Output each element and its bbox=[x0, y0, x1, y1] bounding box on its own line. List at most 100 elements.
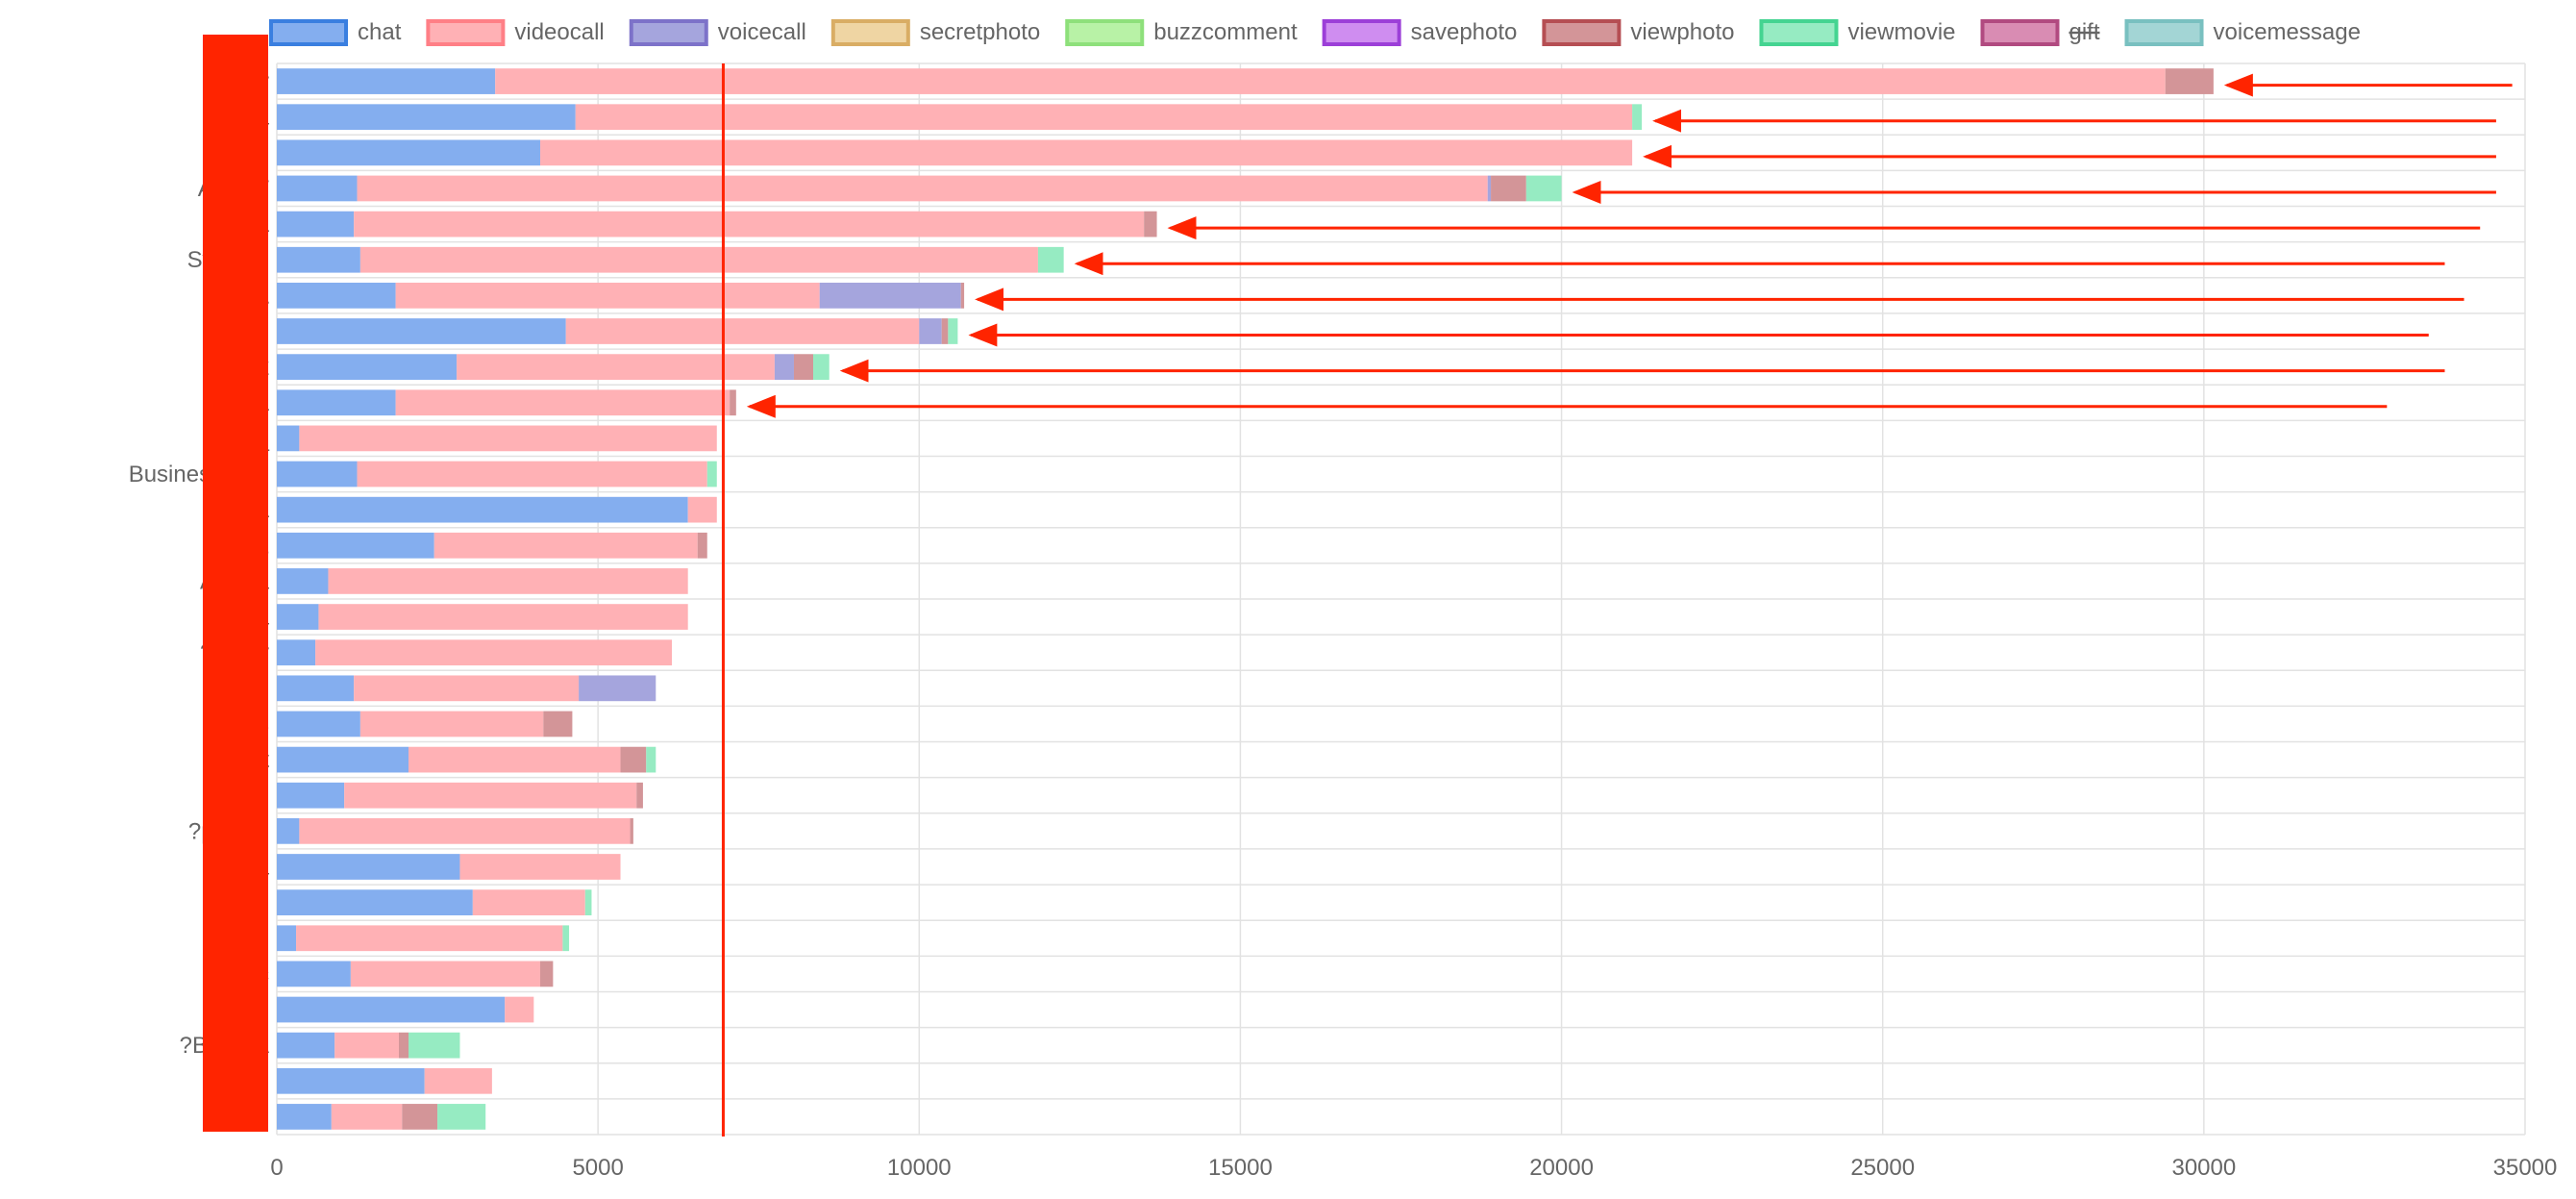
bar-segment-viewphoto[interactable] bbox=[1491, 175, 1526, 202]
bar-segment-chat[interactable] bbox=[277, 782, 345, 809]
bar-segment-viewphoto[interactable] bbox=[697, 532, 707, 559]
bar-segment-chat[interactable] bbox=[277, 246, 360, 273]
bar-segment-chat[interactable] bbox=[277, 282, 396, 309]
bar-segment-chat[interactable] bbox=[277, 461, 358, 487]
bar-segment-videocall[interactable] bbox=[328, 568, 688, 594]
bar-segment-viewmovie[interactable] bbox=[584, 889, 592, 916]
bar-segment-viewmovie[interactable] bbox=[646, 746, 656, 773]
bar-segment-chat[interactable] bbox=[277, 1032, 335, 1059]
bar-segment-chat[interactable] bbox=[277, 175, 358, 202]
legend-swatch-videocall[interactable] bbox=[426, 19, 506, 46]
bar-segment-chat[interactable] bbox=[277, 211, 355, 237]
legend-label-savephoto[interactable]: savephoto bbox=[1411, 19, 1518, 45]
bar-segment-viewmovie[interactable] bbox=[437, 1104, 486, 1130]
bar-segment-viewphoto[interactable] bbox=[2165, 68, 2214, 94]
legend-swatch-viewphoto[interactable] bbox=[1542, 19, 1622, 46]
bar-segment-chat[interactable] bbox=[277, 318, 566, 344]
legend-label-viewphoto[interactable]: viewphoto bbox=[1630, 19, 1734, 45]
bar-segment-videocall[interactable] bbox=[299, 817, 631, 844]
bar-segment-videocall[interactable] bbox=[408, 746, 621, 773]
bar-segment-chat[interactable] bbox=[277, 104, 576, 131]
bar-segment-chat[interactable] bbox=[277, 675, 355, 702]
bar-segment-viewphoto[interactable] bbox=[636, 782, 643, 809]
legend-label-viewmovie[interactable]: viewmovie bbox=[1847, 19, 1955, 45]
bar-segment-voicecall[interactable] bbox=[579, 675, 656, 702]
bar-segment-chat[interactable] bbox=[277, 746, 409, 773]
bar-segment-videocall[interactable] bbox=[433, 532, 698, 559]
bar-segment-videocall[interactable] bbox=[299, 425, 717, 452]
legend-label-chat[interactable]: chat bbox=[358, 19, 402, 45]
bar-segment-videocall[interactable] bbox=[331, 1104, 403, 1130]
bar-segment-videocall[interactable] bbox=[354, 211, 1145, 237]
bar-segment-chat[interactable] bbox=[277, 817, 300, 844]
bar-segment-viewmovie[interactable] bbox=[562, 925, 570, 952]
bar-segment-videocall[interactable] bbox=[457, 354, 775, 381]
bar-segment-viewmovie[interactable] bbox=[1525, 175, 1562, 202]
legend-label-voicemessage[interactable]: voicemessage bbox=[2214, 19, 2361, 45]
bar-segment-chat[interactable] bbox=[277, 568, 329, 594]
bar-segment-voicecall[interactable] bbox=[819, 282, 961, 309]
bar-segment-videocall[interactable] bbox=[357, 461, 707, 487]
bar-segment-viewmovie[interactable] bbox=[408, 1032, 460, 1059]
bar-segment-viewmovie[interactable] bbox=[1632, 104, 1643, 131]
bar-segment-chat[interactable] bbox=[277, 68, 496, 94]
bar-segment-videocall[interactable] bbox=[424, 1067, 492, 1094]
bar-segment-videocall[interactable] bbox=[539, 139, 1633, 166]
bar-segment-videocall[interactable] bbox=[357, 175, 1488, 202]
bar-segment-viewphoto[interactable] bbox=[793, 354, 814, 381]
bar-segment-voicecall[interactable] bbox=[774, 354, 794, 381]
bar-segment-chat[interactable] bbox=[277, 996, 506, 1023]
bar-segment-viewphoto[interactable] bbox=[398, 1032, 409, 1059]
bar-segment-viewphoto[interactable] bbox=[730, 389, 736, 416]
bar-segment-videocall[interactable] bbox=[344, 782, 637, 809]
bar-segment-videocall[interactable] bbox=[359, 711, 544, 737]
bar-segment-videocall[interactable] bbox=[495, 68, 2166, 94]
bar-segment-chat[interactable] bbox=[277, 711, 360, 737]
legend-swatch-secretphoto[interactable] bbox=[830, 19, 910, 46]
bar-segment-videocall[interactable] bbox=[575, 104, 1633, 131]
legend-swatch-voicemessage[interactable] bbox=[2124, 19, 2204, 46]
legend-label-buzzcomment[interactable]: buzzcomment bbox=[1153, 19, 1298, 45]
bar-segment-chat[interactable] bbox=[277, 925, 297, 952]
bar-segment-chat[interactable] bbox=[277, 961, 351, 987]
legend-swatch-viewmovie[interactable] bbox=[1759, 19, 1839, 46]
bar-segment-viewphoto[interactable] bbox=[1144, 211, 1157, 237]
legend-swatch-gift[interactable] bbox=[1980, 19, 2060, 46]
bar-segment-videocall[interactable] bbox=[296, 925, 563, 952]
legend-swatch-buzzcomment[interactable] bbox=[1065, 19, 1145, 46]
bar-segment-voicecall[interactable] bbox=[919, 318, 942, 344]
bar-segment-videocall[interactable] bbox=[395, 389, 731, 416]
bar-segment-chat[interactable] bbox=[277, 1104, 332, 1130]
bar-segment-chat[interactable] bbox=[277, 532, 434, 559]
legend-swatch-savephoto[interactable] bbox=[1322, 19, 1401, 46]
bar-segment-viewphoto[interactable] bbox=[539, 961, 554, 987]
legend-swatch-voicecall[interactable] bbox=[629, 19, 708, 46]
bar-segment-videocall[interactable] bbox=[565, 318, 920, 344]
bar-segment-viewphoto[interactable] bbox=[543, 711, 573, 737]
bar-segment-videocall[interactable] bbox=[459, 854, 621, 880]
bar-segment-videocall[interactable] bbox=[505, 996, 534, 1023]
bar-segment-chat[interactable] bbox=[277, 854, 460, 880]
bar-segment-videocall[interactable] bbox=[334, 1032, 399, 1059]
bar-segment-videocall[interactable] bbox=[318, 604, 688, 630]
bar-segment-viewphoto[interactable] bbox=[960, 282, 965, 309]
bar-segment-chat[interactable] bbox=[277, 496, 688, 523]
bar-segment-viewphoto[interactable] bbox=[630, 817, 633, 844]
bar-segment-videocall[interactable] bbox=[395, 282, 820, 309]
bar-segment-viewmovie[interactable] bbox=[1037, 246, 1064, 273]
bar-segment-viewmovie[interactable] bbox=[948, 318, 958, 344]
bar-segment-videocall[interactable] bbox=[472, 889, 585, 916]
bar-segment-viewphoto[interactable] bbox=[402, 1104, 438, 1130]
legend-label-gift[interactable]: gift bbox=[2069, 19, 2100, 45]
bar-segment-chat[interactable] bbox=[277, 1067, 425, 1094]
bar-segment-viewphoto[interactable] bbox=[620, 746, 647, 773]
bar-segment-videocall[interactable] bbox=[687, 496, 717, 523]
bar-segment-chat[interactable] bbox=[277, 639, 316, 666]
bar-segment-chat[interactable] bbox=[277, 139, 540, 166]
bar-segment-chat[interactable] bbox=[277, 604, 319, 630]
bar-segment-viewmovie[interactable] bbox=[706, 461, 717, 487]
legend-label-videocall[interactable]: videocall bbox=[514, 19, 604, 45]
legend-swatch-chat[interactable] bbox=[269, 19, 348, 46]
legend-label-secretphoto[interactable]: secretphoto bbox=[920, 19, 1040, 45]
bar-segment-videocall[interactable] bbox=[350, 961, 540, 987]
